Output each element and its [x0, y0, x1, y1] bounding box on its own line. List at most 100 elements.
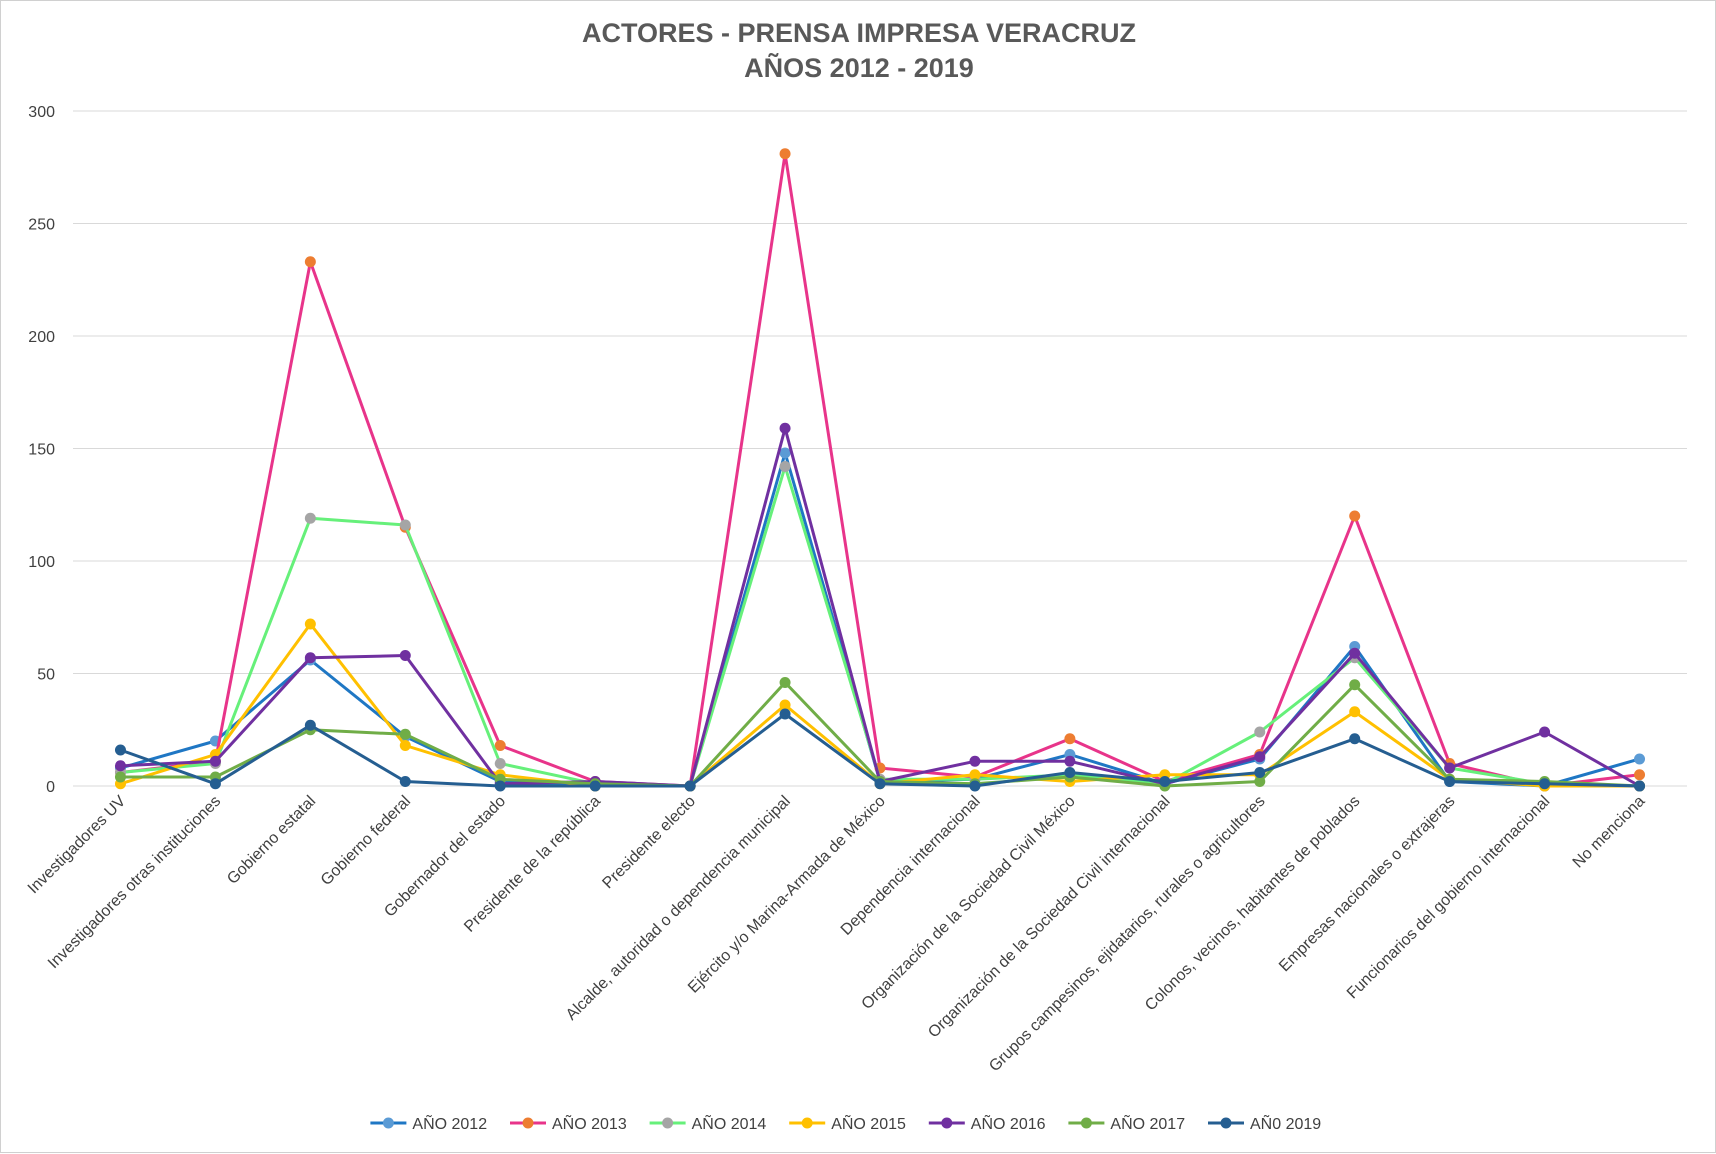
x-tick-label: Organización de la Sociedad Civil México — [859, 793, 1079, 1013]
data-point — [1349, 510, 1361, 522]
data-point — [969, 769, 981, 781]
legend-item: AÑO 2017 — [1068, 1113, 1185, 1133]
data-point — [209, 778, 221, 790]
x-tick-label: Colonos, vecinos, habitantes de poblados — [1142, 793, 1363, 1014]
legend-label: AÑO 2014 — [692, 1113, 767, 1133]
data-point — [1634, 769, 1646, 781]
series-5 — [114, 422, 1646, 792]
legend-swatch-marker — [382, 1117, 394, 1129]
data-point — [114, 771, 126, 783]
data-point — [1634, 753, 1646, 765]
data-point — [1539, 778, 1551, 790]
data-point — [304, 256, 316, 268]
legend-swatch-marker — [801, 1117, 813, 1129]
data-point — [1349, 679, 1361, 691]
y-tick-label: 250 — [28, 217, 55, 234]
data-point — [399, 776, 411, 787]
series-line — [120, 451, 1640, 788]
legend-item: AÑO 2013 — [510, 1113, 627, 1133]
legend-swatch-marker — [522, 1117, 534, 1129]
legend-label: AÑO 2016 — [971, 1113, 1046, 1133]
y-tick-label: 0 — [46, 779, 55, 796]
data-point — [779, 708, 791, 720]
y-tick-label: 150 — [28, 442, 55, 459]
data-point — [874, 778, 886, 790]
data-point — [399, 650, 411, 661]
x-tick-label: Alcalde, autoridad o dependencia municip… — [563, 793, 794, 1024]
x-tick-label: Empresas nacionales o extrajeras — [1276, 793, 1458, 975]
data-point — [969, 755, 981, 767]
data-point — [589, 780, 601, 792]
data-point — [779, 422, 791, 434]
data-point — [1064, 767, 1076, 778]
legend-swatch-marker — [1080, 1117, 1092, 1129]
data-point — [494, 780, 506, 792]
legend-swatch-marker — [662, 1117, 674, 1129]
series-lines — [114, 148, 1646, 792]
chart-title: ACTORES - PRENSA IMPRESA VERACRUZ — [582, 18, 1136, 48]
data-point — [399, 519, 411, 531]
legend-label: AÑ0 2019 — [1250, 1113, 1321, 1133]
data-point — [399, 728, 411, 740]
legend-label: AÑO 2015 — [831, 1113, 906, 1133]
data-point — [779, 677, 791, 688]
data-point — [1349, 647, 1361, 659]
series-1 — [114, 447, 1646, 792]
legend-item: AÑO 2016 — [928, 1113, 1046, 1133]
series-line — [120, 465, 1640, 788]
legend-item: AÑO 2012 — [370, 1113, 487, 1133]
data-point — [114, 744, 126, 756]
x-tick-label: Gobierno federal — [318, 793, 414, 889]
y-tick-label: 200 — [28, 329, 55, 346]
x-tick-label: Investigadores UV — [25, 793, 130, 898]
x-tick-label: No menciona — [1570, 793, 1649, 872]
gridlines — [73, 110, 1687, 787]
legend-item: AÑO 2015 — [789, 1113, 906, 1133]
data-point — [1444, 776, 1456, 787]
legend-swatch-marker — [1220, 1117, 1232, 1129]
x-tick-label: Ejército y/o Marina-Armada de México — [685, 793, 889, 997]
series-3 — [114, 461, 1646, 792]
x-tick-label: Investigadores otras instituciones — [45, 793, 224, 972]
series-7 — [114, 708, 1646, 792]
data-point — [1254, 726, 1266, 738]
y-tick-label: 100 — [28, 554, 55, 571]
x-tick-label: Funcionarios del gobierno internacional — [1344, 793, 1554, 1003]
y-tick-label: 50 — [37, 667, 55, 684]
data-point — [779, 447, 791, 459]
legend: AÑO 2012 AÑO 2013 AÑO 2014 AÑO 2015 AÑO 2016… — [370, 1113, 1321, 1133]
data-point — [399, 740, 411, 751]
data-point — [1349, 733, 1361, 745]
data-point — [1254, 776, 1266, 787]
data-point — [779, 699, 791, 711]
y-tick-label: 300 — [28, 104, 55, 121]
x-tick-label: Presidente electo — [599, 793, 699, 893]
data-point — [1159, 776, 1171, 787]
data-point — [969, 780, 981, 792]
legend-swatch-marker — [941, 1117, 953, 1129]
chart-subtitle: AÑOS 2012 - 2019 — [744, 52, 974, 83]
data-point — [1444, 762, 1456, 774]
data-point — [304, 618, 316, 630]
y-axis-ticks: 0 50 100 150 200 250 300 — [28, 104, 55, 796]
legend-label: AÑO 2013 — [552, 1113, 627, 1133]
data-point — [1064, 755, 1076, 767]
data-point — [304, 719, 316, 731]
data-point — [114, 760, 126, 772]
legend-item: AÑ0 2019 — [1208, 1113, 1321, 1133]
data-point — [779, 461, 791, 472]
data-point — [304, 652, 316, 664]
data-point — [1064, 733, 1076, 745]
data-point — [1254, 751, 1266, 763]
data-point — [304, 512, 316, 524]
legend-item: AÑO 2014 — [649, 1113, 767, 1133]
data-point — [1634, 780, 1646, 792]
data-point — [779, 148, 791, 160]
data-point — [684, 780, 696, 792]
data-point — [1349, 706, 1361, 718]
data-point — [494, 758, 506, 769]
legend-label: AÑO 2012 — [412, 1113, 487, 1133]
